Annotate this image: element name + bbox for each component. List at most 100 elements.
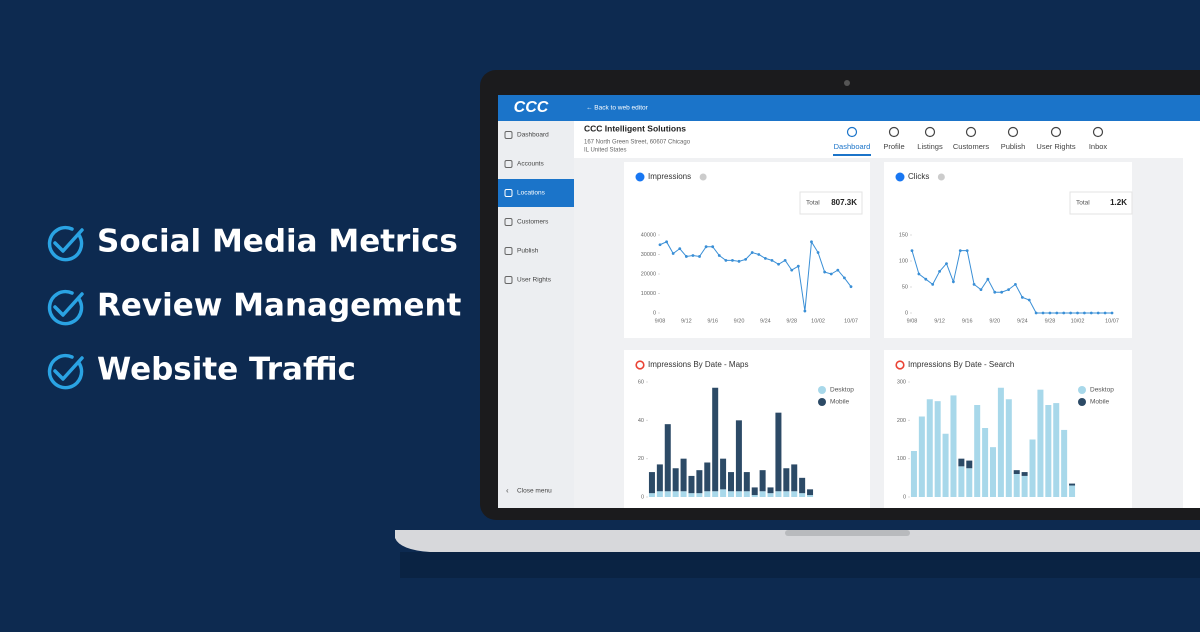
bar-segment xyxy=(1037,389,1044,497)
sidebar-icon xyxy=(504,131,513,139)
point xyxy=(1007,288,1010,291)
point xyxy=(691,254,695,257)
sidebar-item[interactable]: User Rights xyxy=(517,277,552,284)
sidebar-icon xyxy=(504,218,513,226)
bar-segment xyxy=(1053,403,1060,497)
headline-item: Website Traffic xyxy=(97,352,356,388)
headline-item: Social Media Metrics xyxy=(97,224,458,260)
bar-segment xyxy=(807,495,814,497)
point xyxy=(1103,311,1107,315)
point xyxy=(678,247,682,251)
shadow xyxy=(400,552,1200,578)
total-label: Total xyxy=(806,200,820,207)
x-tick-label: 10/07 xyxy=(1105,318,1119,324)
bar-segment xyxy=(791,491,798,497)
header xyxy=(574,121,1200,158)
headline-item: Review Management xyxy=(97,288,462,324)
bar-segment xyxy=(743,491,750,497)
info-icon xyxy=(699,173,707,181)
sidebar-item[interactable]: Publish xyxy=(517,248,539,255)
bar-segment xyxy=(974,405,981,497)
point xyxy=(924,277,928,281)
bar-segment xyxy=(680,458,687,492)
x-tick-label: 10/02 xyxy=(1071,318,1085,324)
y-tick-label: 0 xyxy=(903,494,906,500)
point xyxy=(704,245,708,249)
point xyxy=(777,262,780,266)
x-tick-label: 10/07 xyxy=(844,318,858,324)
sidebar-item[interactable]: Locations xyxy=(517,190,546,197)
bar-segment xyxy=(696,493,703,497)
point xyxy=(698,255,701,258)
sidebar-item[interactable]: Accounts xyxy=(517,161,544,168)
point xyxy=(931,283,935,286)
bar-segment xyxy=(759,470,766,492)
point xyxy=(938,270,941,273)
point xyxy=(979,288,983,291)
top-bar xyxy=(498,95,1200,121)
legend-swatch xyxy=(818,398,826,406)
info-icon xyxy=(937,173,945,181)
point xyxy=(958,249,962,253)
bar-segment xyxy=(720,489,727,497)
y-tick-label: 40000 xyxy=(641,232,656,238)
bar-segment xyxy=(767,493,774,497)
point xyxy=(711,245,715,249)
tab[interactable]: Dashboard xyxy=(834,142,871,151)
tab[interactable]: Listings xyxy=(917,142,943,151)
bar-segment xyxy=(1021,472,1028,476)
check-icon xyxy=(53,228,84,253)
card-title: Impressions By Date - Search xyxy=(908,360,1014,369)
business-name: CCC Intelligent Solutions xyxy=(584,123,686,133)
close-menu[interactable]: Close menu xyxy=(517,488,552,495)
legend-label: Mobile xyxy=(1090,399,1110,406)
point xyxy=(750,251,754,254)
point xyxy=(1027,298,1031,302)
bar-segment xyxy=(958,458,965,467)
point xyxy=(737,259,741,263)
bar-segment xyxy=(926,399,933,497)
bar-segment xyxy=(712,387,719,492)
point xyxy=(843,276,846,280)
bar-segment xyxy=(799,493,806,497)
tab[interactable]: Publish xyxy=(1001,142,1026,151)
bar-segment xyxy=(648,493,655,497)
point xyxy=(917,272,921,276)
tab[interactable]: Inbox xyxy=(1089,142,1108,151)
tab-icon xyxy=(924,126,936,138)
bar-segment xyxy=(918,416,925,497)
back-link[interactable]: ← Back to web editor xyxy=(586,105,649,112)
sidebar-item[interactable]: Dashboard xyxy=(517,132,549,139)
tab[interactable]: Profile xyxy=(883,142,904,151)
y-tick-label: 300 xyxy=(897,379,906,385)
check-icon xyxy=(47,353,84,390)
tab-icon xyxy=(1092,126,1104,138)
tab[interactable]: User Rights xyxy=(1036,142,1075,151)
y-tick-label: 100 xyxy=(897,456,906,462)
x-tick-label: 9/24 xyxy=(760,318,771,324)
point xyxy=(763,257,767,260)
tab-icon xyxy=(1050,126,1062,138)
tab[interactable]: Customers xyxy=(953,142,990,151)
bar-segment xyxy=(648,472,655,494)
bar-segment xyxy=(1045,405,1052,497)
point xyxy=(724,258,728,262)
google-icon xyxy=(895,360,905,370)
google-icon xyxy=(635,360,645,370)
sidebar-item[interactable]: Customers xyxy=(517,219,549,226)
x-tick-label: 9/16 xyxy=(962,318,973,324)
point xyxy=(731,258,734,262)
total-box xyxy=(1069,191,1133,215)
point xyxy=(1055,311,1059,315)
bar-segment xyxy=(783,491,790,497)
point xyxy=(796,264,800,268)
bar-segment xyxy=(1021,475,1028,497)
bar-segment xyxy=(704,491,711,497)
y-tick-label: 0 xyxy=(905,310,908,316)
point xyxy=(790,268,794,272)
bar-segment xyxy=(783,468,790,492)
x-tick-label: 9/20 xyxy=(989,318,1000,324)
y-tick-label: 0 xyxy=(653,310,656,316)
point xyxy=(1000,290,1004,294)
